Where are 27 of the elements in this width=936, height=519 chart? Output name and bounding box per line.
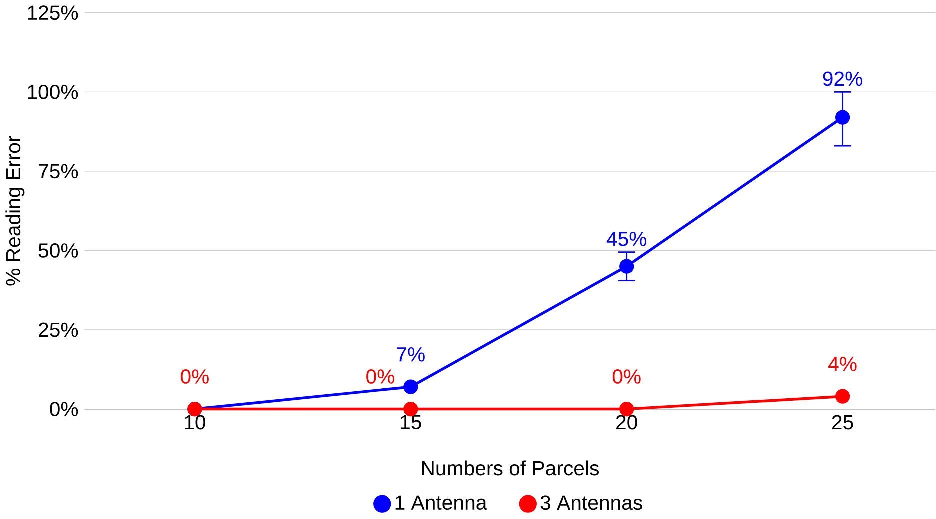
data-label: 0% xyxy=(181,369,209,384)
data-label: 92% xyxy=(823,72,862,86)
x-tick-label: 10 xyxy=(185,415,206,430)
data-label: 45% xyxy=(606,232,647,246)
y-tick-label: 125% xyxy=(28,6,78,20)
y-tick-label: 75% xyxy=(39,164,78,178)
y-tick-label: 0% xyxy=(50,402,78,416)
y-tick-label: 25% xyxy=(39,322,78,338)
x-tick-label: 20 xyxy=(616,415,638,430)
data-label: 7% xyxy=(397,347,425,362)
y-tick-label: 100% xyxy=(28,84,78,100)
legend-label: 3 Antennas xyxy=(540,496,642,510)
data-label: 4% xyxy=(828,356,857,372)
point xyxy=(404,402,418,416)
point xyxy=(835,389,850,404)
x-axis-title: Numbers of Parcels xyxy=(422,460,599,476)
data-label: 0% xyxy=(366,369,394,384)
x-tick-label: 15 xyxy=(401,415,422,430)
x-tick-label: 25 xyxy=(832,415,854,430)
point xyxy=(835,110,850,125)
y-tick-label: 50% xyxy=(38,243,78,258)
data-label: 0% xyxy=(612,369,641,384)
legend-label: 1 Antenna xyxy=(396,496,488,510)
point xyxy=(620,402,634,416)
point xyxy=(620,259,634,274)
point xyxy=(404,380,418,394)
y-axis-title: % Reading Error xyxy=(6,136,25,286)
